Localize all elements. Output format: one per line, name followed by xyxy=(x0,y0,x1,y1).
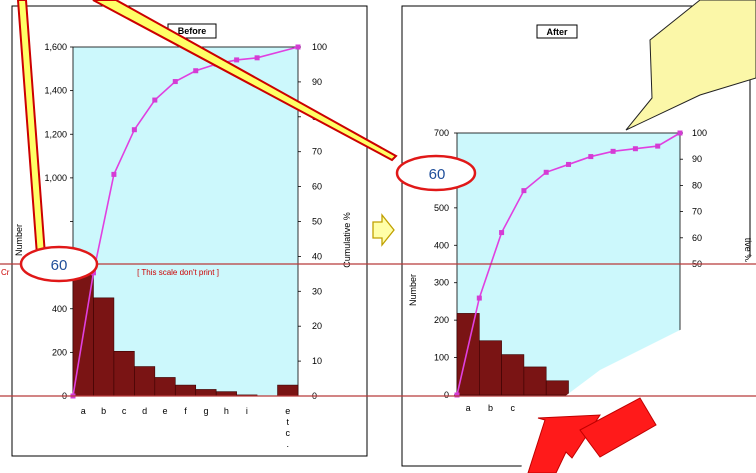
after-bar xyxy=(501,354,525,396)
before-y2-tick-label: 60 xyxy=(312,182,322,192)
after-y-tick-label: 300 xyxy=(434,278,449,288)
before-bar xyxy=(134,366,156,397)
before-x-tick-label: b xyxy=(101,406,106,416)
after-y-tick-label: 700 xyxy=(434,128,449,138)
before-y-tick-label: 1,200 xyxy=(44,129,67,139)
after-cumulative-point xyxy=(454,392,460,398)
before-y-tick-label: 1,000 xyxy=(44,173,67,183)
after-cumulative-point xyxy=(566,161,571,167)
before-cumulative-point xyxy=(234,57,240,63)
before-x-tick-label: h xyxy=(224,406,229,416)
before-y2-tick-label: 30 xyxy=(312,286,322,296)
after-cumulative-point xyxy=(499,230,505,236)
before-y2-tick-label: 100 xyxy=(312,42,327,52)
before-bar xyxy=(277,384,299,397)
callout-bubble xyxy=(625,0,756,131)
before-y-tick-label: 400 xyxy=(52,304,67,314)
after-cumulative-point xyxy=(543,169,549,175)
after-y-tick-label: 500 xyxy=(434,203,449,213)
before-y2-tick-label: 70 xyxy=(312,147,322,157)
after-cumulative-point xyxy=(476,295,482,301)
after-y2-tick-label: 70 xyxy=(692,207,702,217)
before-y2-tick-label: 40 xyxy=(312,251,322,261)
before-cumulative-point xyxy=(152,97,158,103)
before-y-axis-label: Number xyxy=(14,224,24,256)
before-x-tick-label: e xyxy=(163,406,168,416)
before-bar xyxy=(93,297,115,397)
after-y2-tick-label: 90 xyxy=(692,154,702,164)
before-cumulative-point xyxy=(295,44,301,50)
before-y2-tick-label: 50 xyxy=(312,217,322,227)
after-x-tick-label: b xyxy=(488,403,493,413)
before-x-tick-label: d xyxy=(142,406,147,416)
before-y2-tick-label: 90 xyxy=(312,77,322,87)
after-title: After xyxy=(546,27,567,37)
before-y2-tick-label: 10 xyxy=(312,356,322,366)
scale-note: [ This scale don't print ] xyxy=(137,268,219,277)
before-y-tick-label: 1,600 xyxy=(44,42,67,52)
after-y-tick-label: 100 xyxy=(434,353,449,363)
marker-value-left: 60 xyxy=(51,257,68,274)
marker-value-right: 60 xyxy=(429,166,446,183)
after-cumulative-point xyxy=(632,146,638,152)
callout-arrow-right xyxy=(92,0,398,162)
marker-ellipse-right xyxy=(395,154,477,192)
right-arrow-icon xyxy=(372,213,395,247)
after-bar xyxy=(523,366,547,396)
after-y2-tick-label: 100 xyxy=(692,128,707,138)
after-y2-tick-label: 60 xyxy=(692,233,702,243)
before-cumulative-point xyxy=(172,79,178,85)
before-y-tick-label: 1,400 xyxy=(44,86,67,96)
before-cumulative-point xyxy=(111,171,117,177)
before-x-tick-label: i xyxy=(246,406,248,416)
after-y-tick-label: 400 xyxy=(434,240,449,250)
before-x-tick-label: g xyxy=(203,406,208,416)
after-y2-axis-label: tive % xyxy=(743,238,753,263)
before-bar xyxy=(215,391,237,397)
after-cumulative-point xyxy=(677,130,683,136)
guide-label-left: Cr xyxy=(1,268,10,277)
after-bar xyxy=(545,380,569,396)
marker-ellipse-left xyxy=(19,245,99,283)
down-left-arrow-shaft xyxy=(579,397,657,458)
after-y-tick-label: 200 xyxy=(434,315,449,325)
after-x-tick-label: c xyxy=(511,403,516,413)
before-y-tick-label: 200 xyxy=(52,347,67,357)
before-y2-axis-label: Cumulative % xyxy=(342,212,352,268)
after-cumulative-point xyxy=(655,143,661,149)
before-x-tick-label: a xyxy=(81,406,86,416)
before-cumulative-point xyxy=(193,68,199,74)
after-title-box xyxy=(536,24,578,39)
before-cumulative-point xyxy=(254,55,260,61)
after-cumulative-point xyxy=(610,148,616,154)
before-bar xyxy=(174,384,197,397)
after-y-axis-label: Number xyxy=(408,274,418,306)
before-bar xyxy=(195,389,217,397)
after-y2-tick-label: 80 xyxy=(692,180,702,190)
before-x-tick-label: f xyxy=(184,406,187,416)
before-cumulative-point xyxy=(131,127,137,133)
before-bar xyxy=(113,350,135,397)
after-y-tick-label: 0 xyxy=(444,390,449,400)
before-x-tick-label: c xyxy=(122,406,127,416)
after-bar xyxy=(478,340,502,396)
after-cumulative-point xyxy=(588,154,594,160)
after-cumulative-point xyxy=(521,188,527,194)
before-y2-tick-label: 20 xyxy=(312,321,322,331)
before-title: Before xyxy=(178,26,207,36)
before-bar xyxy=(154,377,176,397)
after-x-tick-label: a xyxy=(466,403,471,413)
